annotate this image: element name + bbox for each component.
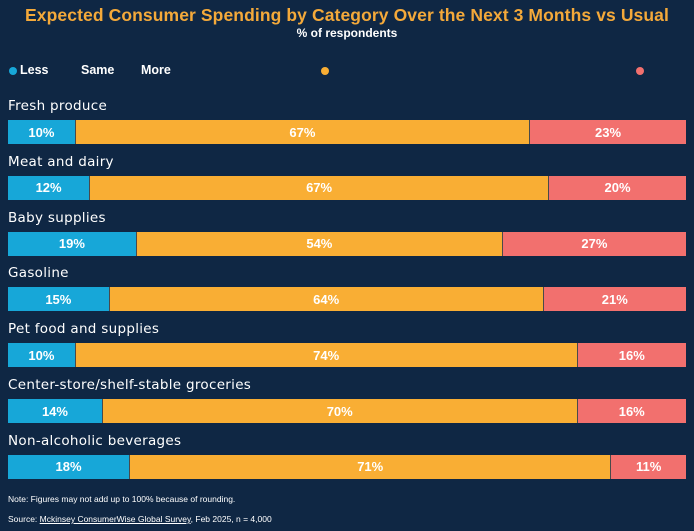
bar-segment-more: 20% [549,175,686,200]
data-label: 16% [618,403,645,419]
bar-row: 10% 67% 23% [8,120,686,144]
bar-segment-less: 12% [8,175,91,200]
data-label: 70% [326,403,353,419]
source-link[interactable]: Mckinsey ConsumerWise Global Survey [39,514,191,524]
bar-segment-more: 27% [502,231,686,256]
category-label: Meat and dairy [8,153,114,170]
data-label: 27% [581,236,608,252]
bar-segment-same: 67% [90,175,550,200]
source-line: Source: Mckinsey ConsumerWise Global Sur… [8,514,272,524]
bar-segment-same: 64% [109,287,544,312]
data-label: 16% [618,347,645,363]
category-label: Baby supplies [8,209,106,226]
bar-segment-same: 70% [102,399,578,423]
data-label: 64% [313,291,340,307]
data-label: 11% [636,459,662,475]
data-label: 10% [28,347,55,363]
chart-subtitle: % of respondents [296,26,398,40]
bar-row: 18% 71% 11% [8,454,686,479]
legend-dot-more [636,67,644,75]
data-label: 10% [28,124,55,140]
bar-segment-less: 19% [8,231,137,256]
bar-segment-more: 23% [530,120,686,144]
data-label: 54% [306,236,333,252]
data-label: 14% [41,403,68,419]
data-label: 12% [35,180,62,196]
bar-segment-less: 14% [8,399,103,423]
category-label: Fresh produce [8,98,108,114]
data-label: 67% [289,124,316,140]
legend-dot-same [321,67,329,75]
source-suffix: , Feb 2025, n = 4,000 [190,514,272,524]
bar-segment-less: 10% [8,120,76,144]
bar-segment-more: 16% [577,343,686,368]
source-prefix: Source: [8,514,40,524]
bar-segment-less: 18% [8,454,131,479]
data-label: 74% [313,347,340,363]
bar-segment-same: 54% [136,231,503,256]
bar-segment-more: 16% [577,399,686,423]
data-label: 19% [58,236,85,252]
bar-segment-same: 67% [75,120,531,144]
bar-row: 10% 74% 16% [8,343,686,368]
category-label: Non-alcoholic beverages [8,432,182,449]
bar-row: 19% 54% 27% [8,231,686,256]
bar-row: 14% 70% 16% [8,399,686,423]
bar-segment-more: 11% [611,454,686,479]
data-label: 20% [604,180,631,196]
category-label: Pet food and supplies [8,321,160,338]
bar-segment-less: 10% [8,343,76,368]
legend-dot-less [9,67,17,75]
data-label: 18% [55,459,82,475]
bar-segment-less: 15% [8,287,110,312]
footnote: Note: Figures may not add up to 100% bec… [8,494,236,504]
bar-segment-more: 21% [543,287,686,312]
legend-label-more: More [141,63,171,77]
legend-label-same: Same [81,63,115,77]
data-label: 15% [45,291,72,307]
bar-row: 15% 64% 21% [8,287,686,312]
category-label: Center-store/shelf-stable groceries [8,377,252,393]
bar-segment-same: 71% [130,454,612,479]
data-label: 67% [306,180,333,196]
data-label: 21% [601,291,628,307]
bar-segment-same: 74% [75,343,578,368]
chart-title: Expected Consumer Spending by Category O… [25,5,669,25]
data-label: 71% [357,459,384,475]
category-label: Gasoline [8,265,69,282]
data-label: 23% [595,124,622,140]
bar-row: 12% 67% 20% [8,175,686,200]
legend-label-less: Less [20,63,49,77]
